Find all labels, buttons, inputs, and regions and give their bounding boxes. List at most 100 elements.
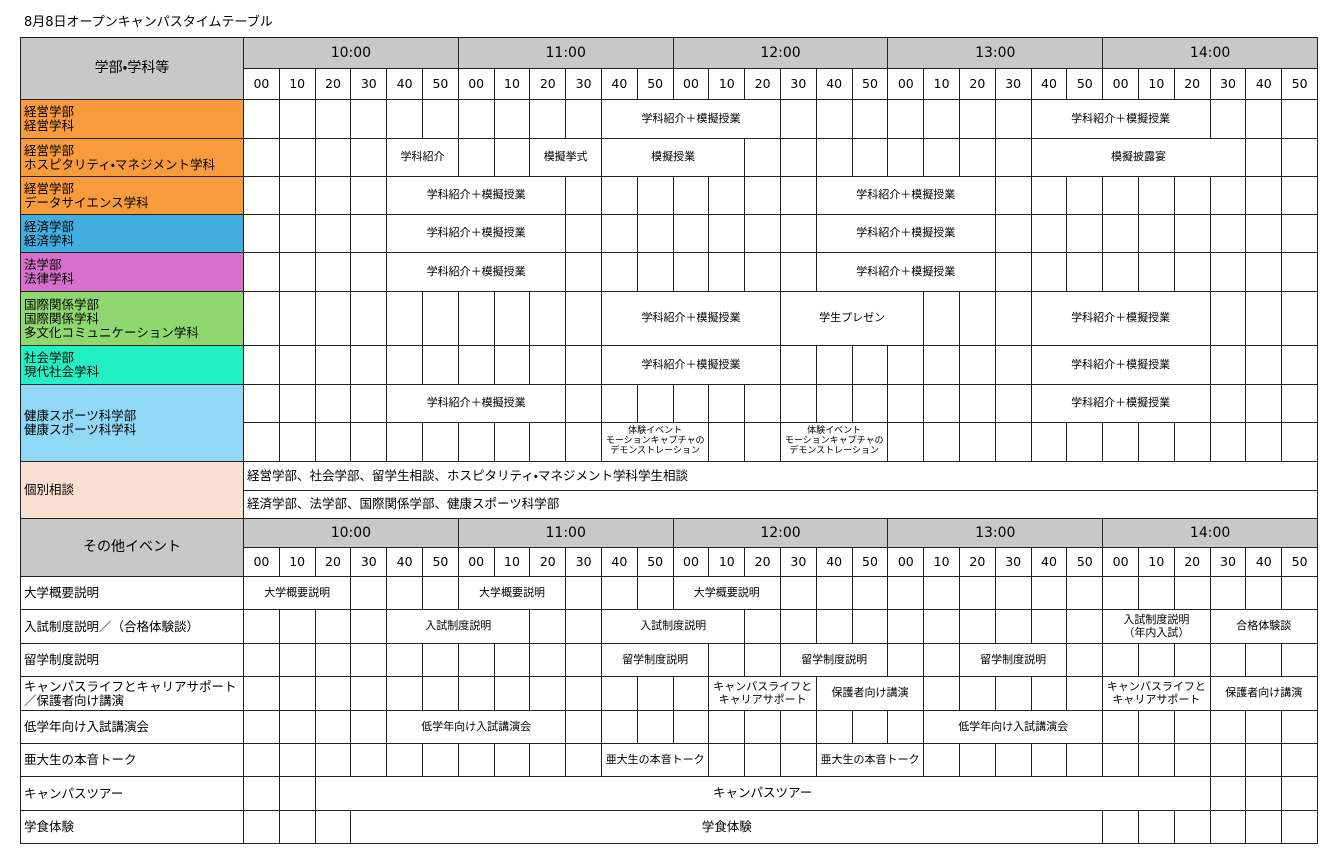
empty-slot bbox=[1209, 776, 1247, 811]
empty-slot bbox=[1066, 676, 1104, 711]
empty-slot bbox=[600, 576, 638, 610]
empty-slot bbox=[994, 609, 1032, 644]
empty-slot bbox=[744, 743, 781, 777]
empty-slot bbox=[1281, 345, 1318, 385]
event: 大学概要説明 bbox=[672, 576, 781, 610]
empty-slot bbox=[243, 138, 280, 177]
empty-slot bbox=[1137, 176, 1175, 215]
minute-label: 50 bbox=[421, 68, 459, 100]
empty-slot bbox=[1102, 810, 1139, 844]
event: 学科紹介＋模擬授業 bbox=[815, 252, 996, 292]
empty-slot bbox=[565, 676, 602, 711]
empty-slot bbox=[779, 138, 817, 177]
minute-label: 40 bbox=[600, 68, 638, 100]
department-name: 経営学部 データサイエンス学科 bbox=[20, 176, 244, 215]
empty-slot bbox=[708, 252, 746, 292]
empty-slot bbox=[350, 384, 388, 423]
empty-slot bbox=[1209, 176, 1247, 215]
minute-label: 40 bbox=[1245, 68, 1283, 100]
department-name: 経済学部 経済学科 bbox=[20, 214, 244, 253]
empty-slot bbox=[1173, 743, 1211, 777]
empty-slot bbox=[350, 99, 388, 139]
event: 留学制度説明 bbox=[779, 643, 889, 677]
empty-slot bbox=[565, 710, 602, 744]
empty-slot bbox=[672, 176, 710, 215]
empty-slot bbox=[278, 291, 316, 346]
empty-slot bbox=[958, 576, 996, 610]
event: 体験イベント モーションキャプチャの デモンストレーション bbox=[779, 422, 889, 462]
empty-slot bbox=[350, 138, 388, 177]
event: キャンパスツアー bbox=[314, 776, 1211, 811]
empty-slot bbox=[314, 214, 352, 253]
minute-label: 30 bbox=[1209, 547, 1247, 577]
empty-slot bbox=[350, 609, 388, 644]
empty-slot bbox=[1281, 176, 1318, 215]
empty-slot bbox=[314, 345, 352, 385]
page-title: 8月8日オープンキャンパスタイムテーブル bbox=[24, 15, 273, 30]
consultation-name: 個別相談 bbox=[20, 461, 244, 519]
event: 学科紹介＋模擬授業 bbox=[386, 384, 567, 423]
empty-slot bbox=[851, 345, 889, 385]
empty-slot bbox=[994, 291, 1032, 346]
empty-slot bbox=[923, 422, 960, 462]
empty-slot bbox=[421, 291, 459, 346]
minute-label: 50 bbox=[1281, 68, 1318, 100]
minute-label: 50 bbox=[1066, 68, 1104, 100]
empty-slot bbox=[457, 345, 495, 385]
empty-slot bbox=[243, 776, 280, 811]
empty-slot bbox=[278, 422, 316, 462]
empty-slot bbox=[744, 710, 781, 744]
empty-slot bbox=[708, 176, 746, 215]
empty-slot bbox=[243, 422, 280, 462]
hour-label: 10:00 bbox=[243, 37, 459, 69]
empty-slot bbox=[779, 252, 817, 292]
event: 学科紹介＋模擬授業 bbox=[600, 291, 781, 346]
empty-slot bbox=[278, 214, 316, 253]
empty-slot bbox=[887, 138, 925, 177]
event: 学科紹介 bbox=[386, 138, 459, 177]
empty-slot bbox=[493, 676, 531, 711]
minute-label: 00 bbox=[457, 547, 495, 577]
empty-slot bbox=[744, 422, 781, 462]
department-name: 法学部 法律学科 bbox=[20, 252, 244, 292]
empty-slot bbox=[1281, 99, 1318, 139]
empty-slot bbox=[672, 710, 710, 744]
minute-label: 00 bbox=[887, 547, 925, 577]
empty-slot bbox=[278, 743, 316, 777]
empty-slot bbox=[958, 138, 996, 177]
empty-slot bbox=[779, 609, 817, 644]
empty-slot bbox=[1102, 252, 1139, 292]
minute-label: 50 bbox=[1281, 547, 1318, 577]
empty-slot bbox=[350, 291, 388, 346]
minute-label: 20 bbox=[744, 68, 781, 100]
empty-slot bbox=[994, 576, 1032, 610]
hour-label: 13:00 bbox=[887, 37, 1104, 69]
table-row: 学部・学科等 10:00 11:00 12:00 13:00 14:00 bbox=[20, 37, 1318, 100]
empty-slot bbox=[708, 422, 746, 462]
empty-slot bbox=[923, 291, 960, 346]
empty-slot bbox=[994, 252, 1032, 292]
empty-slot bbox=[923, 609, 960, 644]
minute-label: 10 bbox=[278, 547, 316, 577]
empty-slot bbox=[779, 214, 817, 253]
minute-label: 50 bbox=[421, 547, 459, 577]
empty-slot bbox=[350, 422, 388, 462]
minute-label: 10 bbox=[923, 547, 960, 577]
empty-slot bbox=[565, 609, 602, 644]
empty-slot bbox=[421, 643, 459, 677]
empty-slot bbox=[1245, 176, 1283, 215]
empty-slot bbox=[1030, 214, 1068, 253]
minute-label: 00 bbox=[672, 547, 710, 577]
empty-slot bbox=[243, 291, 280, 346]
empty-slot bbox=[1209, 710, 1247, 744]
empty-slot bbox=[815, 99, 853, 139]
empty-slot bbox=[887, 99, 925, 139]
timetable: 学部・学科等 10:00 11:00 12:00 13:00 14:00 00 10 20 30 4… bbox=[20, 37, 1318, 844]
empty-slot bbox=[1066, 176, 1104, 215]
empty-slot bbox=[672, 214, 710, 253]
minute-label: 20 bbox=[1173, 68, 1211, 100]
empty-slot bbox=[1173, 576, 1211, 610]
empty-slot bbox=[600, 252, 638, 292]
empty-slot bbox=[923, 676, 960, 711]
